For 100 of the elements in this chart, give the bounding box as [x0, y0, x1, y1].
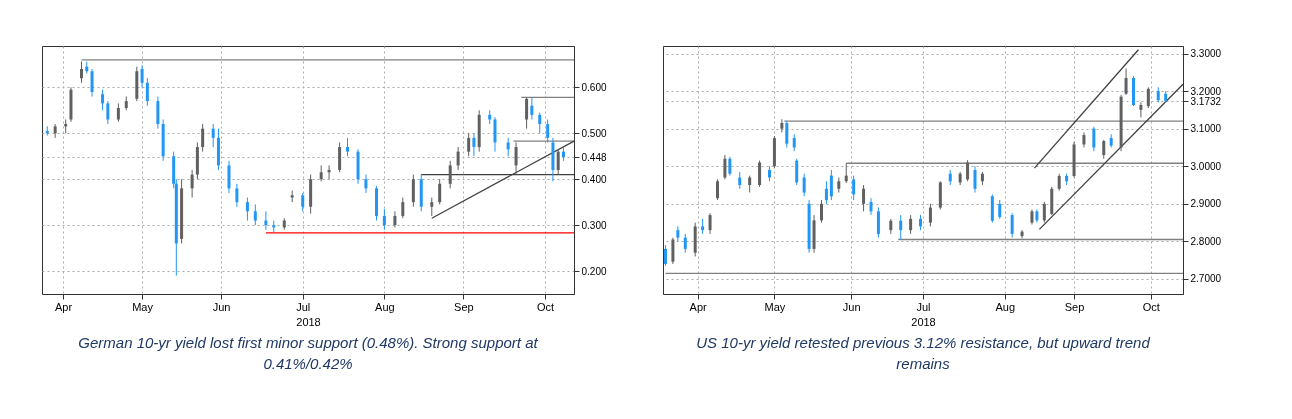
- y-tick-label: 2.8000: [1190, 235, 1222, 247]
- y-tick-label: 0.200: [581, 265, 607, 277]
- y-tick-label: 0.600: [581, 81, 607, 93]
- candlestick: [728, 156, 732, 177]
- candlestick: [106, 100, 110, 125]
- candlestick: [676, 225, 680, 242]
- y-tick-label: 3.3000: [1190, 48, 1222, 60]
- y-tick-label: 2.7000: [1190, 273, 1222, 285]
- candlestick: [201, 123, 205, 153]
- candlestick: [556, 148, 560, 176]
- text: US 10-yr yield retested previous 3.12% resistance, but upward trend remains: [696, 334, 1151, 372]
- candlestick: [456, 146, 460, 171]
- candlestick: [998, 199, 1002, 220]
- y-tick-label: 3.1732: [1190, 95, 1222, 107]
- candlestick: [245, 197, 249, 222]
- candlestick: [140, 64, 144, 88]
- candlestick: [758, 160, 762, 188]
- candlestick: [683, 233, 687, 254]
- x-tick-label: Oct: [1142, 300, 1160, 313]
- candlestick: [438, 178, 442, 205]
- candlestick: [546, 118, 550, 143]
- x-tick-label: Aug: [995, 300, 1015, 313]
- candlestick: [1042, 201, 1046, 224]
- x-tick-label: Jul: [916, 300, 931, 313]
- candlestick: [493, 116, 497, 153]
- x-axis-title: 2018: [296, 315, 321, 328]
- candlestick: [708, 212, 712, 235]
- candlestick: [1092, 126, 1096, 152]
- candlestick: [899, 214, 903, 241]
- candlestick: [671, 237, 675, 265]
- candlestick: [448, 160, 452, 189]
- candlestick: [824, 180, 828, 205]
- y-tick-label: 3.2000: [1190, 85, 1222, 97]
- candlestick: [227, 160, 231, 194]
- x-tick-label: Jul: [296, 300, 311, 313]
- candlestick: [514, 141, 518, 176]
- candlestick: [1010, 212, 1014, 239]
- candlestick: [819, 199, 823, 224]
- candlestick: [876, 207, 880, 239]
- x-tick-label: Apr: [689, 300, 708, 313]
- candlestick: [364, 174, 368, 194]
- candlestick: [785, 120, 789, 148]
- candlestick: [862, 184, 866, 212]
- candlestick: [966, 159, 970, 182]
- candlestick: [430, 197, 434, 217]
- candlestick: [190, 169, 194, 199]
- candlestick: [723, 154, 727, 180]
- candlestick: [506, 137, 510, 157]
- y-tick-label: 0.300: [581, 219, 607, 231]
- x-tick-label: May: [132, 300, 154, 313]
- candlestick: [1139, 101, 1143, 118]
- candlestick: [795, 158, 799, 186]
- x-tick-label: Jun: [842, 300, 861, 313]
- candlestick: [829, 169, 833, 201]
- y-tick-label: 3.1000: [1190, 123, 1222, 135]
- candlestick: [411, 174, 415, 208]
- y-tick-label: 0.448: [581, 151, 607, 163]
- candlestick: [1102, 139, 1106, 160]
- candlestick: [1146, 86, 1150, 109]
- candlestick: [145, 77, 149, 107]
- x-tick-label: Jun: [212, 300, 231, 313]
- candlestick: [211, 123, 215, 148]
- x-tick-label: Sep: [454, 300, 474, 313]
- candlestick: [780, 118, 784, 133]
- y-tick-label: 3.0000: [1190, 160, 1222, 172]
- candlestick: [525, 96, 529, 130]
- candlestick: [156, 96, 160, 130]
- candlestick: [80, 61, 83, 84]
- candlestick: [346, 137, 349, 157]
- x-axis-title: 2018: [911, 315, 936, 328]
- y-tick-label: 2.9000: [1190, 198, 1222, 210]
- candlestick: [338, 141, 342, 173]
- candlestick: [538, 112, 542, 134]
- text: German 10-yr yield lost first minor support (0.48%). Strong support at 0.41%/0.42%: [78, 334, 539, 372]
- candlestick: [253, 203, 257, 226]
- y-tick-label: 0.500: [581, 127, 607, 139]
- candlestick: [802, 173, 806, 197]
- candlestick: [116, 102, 120, 123]
- candlestick: [401, 197, 405, 219]
- x-tick-label: Sep: [1064, 300, 1085, 313]
- candlestick: [715, 178, 719, 201]
- x-tick-label: Apr: [55, 300, 73, 313]
- candlestick: [101, 89, 105, 111]
- candlestick: [467, 132, 471, 157]
- candlestick: [928, 203, 932, 227]
- candlestick: [301, 192, 305, 212]
- y-tick-label: 0.400: [581, 173, 607, 185]
- candlestick: [663, 244, 667, 267]
- candlestick: [235, 183, 239, 208]
- candlestick: [382, 208, 386, 231]
- candlestick: [90, 68, 94, 98]
- candlestick: [909, 214, 913, 235]
- candlestick: [973, 165, 977, 194]
- candlestick: [472, 132, 476, 157]
- candlestick: [1124, 68, 1128, 96]
- candlestick: [852, 175, 856, 201]
- x-tick-label: Oct: [536, 300, 555, 313]
- x-tick-label: Aug: [375, 300, 395, 313]
- candlestick: [530, 96, 534, 120]
- x-tick-label: May: [764, 300, 786, 313]
